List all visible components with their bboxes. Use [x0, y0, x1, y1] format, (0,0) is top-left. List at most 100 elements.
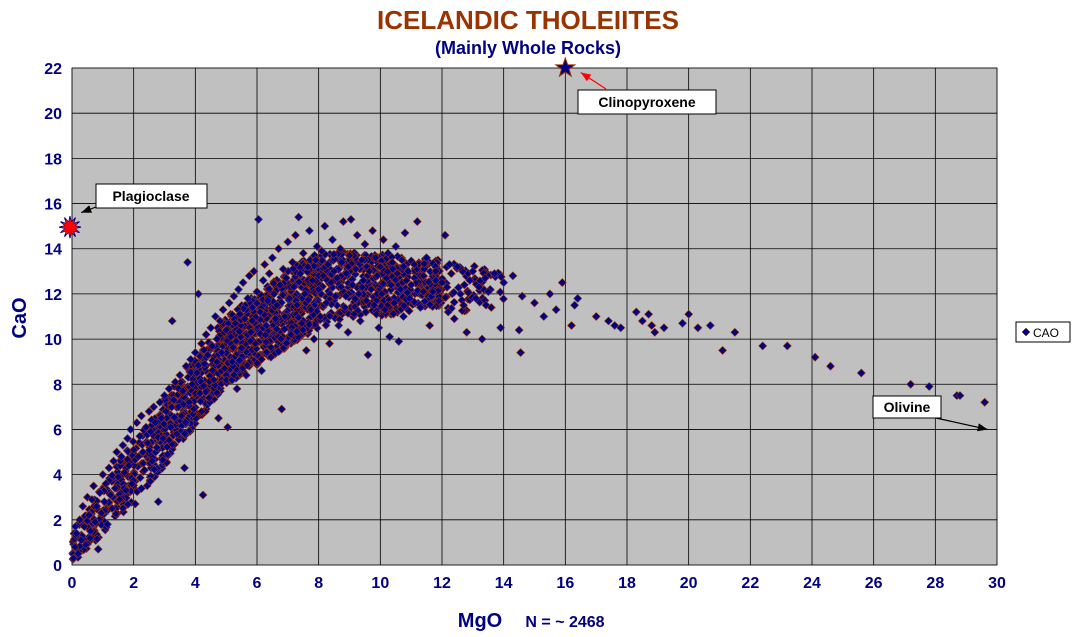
data-point — [295, 269, 305, 279]
data-point — [84, 510, 94, 520]
data-point — [856, 368, 866, 378]
data-point — [693, 323, 703, 333]
x-tick-label: 22 — [741, 575, 759, 592]
data-point — [659, 323, 669, 333]
data-point — [483, 287, 493, 297]
data-point — [170, 377, 180, 387]
data-point — [249, 266, 259, 276]
data-point — [557, 278, 567, 288]
data-point — [190, 348, 200, 358]
data-point — [459, 280, 469, 290]
data-point — [374, 323, 384, 333]
data-point — [440, 293, 450, 303]
data-point — [539, 312, 549, 321]
data-point — [87, 495, 97, 504]
data-point — [138, 447, 148, 457]
data-point — [413, 286, 423, 295]
data-point — [431, 266, 441, 276]
data-point — [78, 501, 88, 511]
data-point — [254, 214, 263, 224]
data-point — [242, 360, 252, 370]
data-point — [358, 275, 368, 285]
data-point — [514, 325, 524, 335]
x-tick-label: 26 — [865, 575, 883, 592]
data-point — [271, 314, 280, 324]
annotation-olivine: Olivine — [884, 399, 931, 415]
annotation-box-olivine — [872, 395, 942, 419]
data-point — [402, 275, 411, 285]
data-point — [118, 440, 128, 450]
data-point — [184, 397, 194, 407]
legend: CAO — [1015, 321, 1071, 343]
x-tick-label: 12 — [433, 575, 451, 592]
data-point — [340, 303, 350, 312]
data-point — [247, 303, 257, 312]
data-point — [349, 309, 359, 319]
data-point — [79, 522, 89, 532]
annotation-box-plagioclase — [95, 183, 208, 209]
data-point — [369, 300, 379, 310]
data-point — [329, 249, 339, 259]
data-point — [292, 327, 302, 337]
annotations: Plagioclase Clinopyroxene Olivine — [81, 72, 988, 432]
data-point — [314, 284, 324, 294]
data-point — [104, 463, 114, 473]
data-point — [309, 334, 319, 344]
data-point — [257, 366, 267, 376]
data-point — [135, 473, 145, 483]
data-point — [126, 425, 136, 434]
data-point — [128, 437, 138, 447]
data-point — [404, 306, 414, 316]
legend-diamond-icon — [1021, 327, 1031, 337]
data-point — [463, 288, 473, 298]
data-point — [418, 287, 428, 297]
y-tick-label: 12 — [44, 287, 62, 304]
data-point — [150, 418, 160, 428]
data-point — [343, 262, 353, 272]
data-point — [371, 253, 381, 263]
data-point — [129, 445, 139, 455]
data-point — [433, 286, 443, 296]
data-point — [95, 488, 105, 498]
sample-count-label: N = ~ 2468 — [525, 614, 604, 631]
y-tick-label: 22 — [44, 61, 62, 78]
y-axis-label: CaO — [9, 297, 31, 338]
data-point — [113, 472, 123, 482]
data-point — [209, 375, 219, 385]
data-point — [346, 214, 356, 224]
data-point — [193, 289, 203, 299]
data-point — [303, 295, 313, 305]
y-tick-label: 18 — [44, 151, 62, 168]
data-point — [281, 273, 291, 283]
data-point — [357, 282, 367, 292]
data-point — [161, 406, 171, 416]
data-point — [318, 271, 328, 281]
data-point — [591, 312, 601, 321]
data-point — [684, 309, 694, 319]
data-point — [229, 291, 239, 301]
data-point — [201, 330, 211, 340]
data-point — [334, 321, 344, 330]
data-point — [331, 291, 341, 301]
data-point — [415, 303, 425, 312]
data-point — [631, 307, 641, 317]
data-point — [70, 542, 80, 552]
data-point — [262, 347, 271, 357]
data-point — [163, 449, 173, 459]
data-point — [192, 368, 202, 378]
data-point — [153, 497, 163, 507]
data-point — [395, 284, 405, 294]
data-point — [345, 251, 354, 260]
data-point — [132, 418, 142, 428]
data-point — [146, 427, 156, 437]
data-point — [320, 221, 330, 231]
data-point — [152, 443, 162, 452]
data-point — [452, 262, 462, 272]
data-point — [437, 278, 447, 288]
data-point — [116, 452, 126, 462]
data-point — [366, 284, 376, 294]
data-point — [567, 321, 576, 330]
data-point — [221, 325, 231, 335]
data-point — [495, 287, 505, 297]
data-point — [419, 271, 428, 281]
